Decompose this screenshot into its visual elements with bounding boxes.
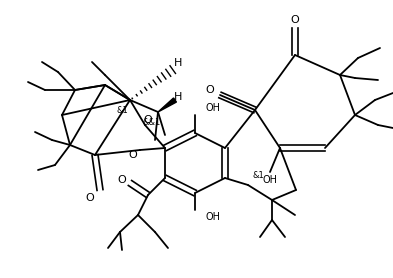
Text: O: O: [206, 85, 214, 95]
Text: &1: &1: [116, 105, 128, 115]
Text: O: O: [129, 150, 138, 160]
Text: &&1: &&1: [143, 118, 161, 126]
Text: O: O: [143, 115, 152, 125]
Text: &1: &1: [252, 170, 264, 180]
Text: O: O: [291, 15, 299, 25]
Text: H: H: [174, 92, 182, 102]
Text: OH: OH: [205, 212, 220, 222]
Text: O: O: [118, 175, 127, 185]
Text: H: H: [174, 58, 182, 68]
Text: OH: OH: [205, 103, 220, 113]
Polygon shape: [158, 98, 176, 112]
Text: O: O: [86, 193, 94, 203]
Text: OH: OH: [263, 175, 277, 185]
